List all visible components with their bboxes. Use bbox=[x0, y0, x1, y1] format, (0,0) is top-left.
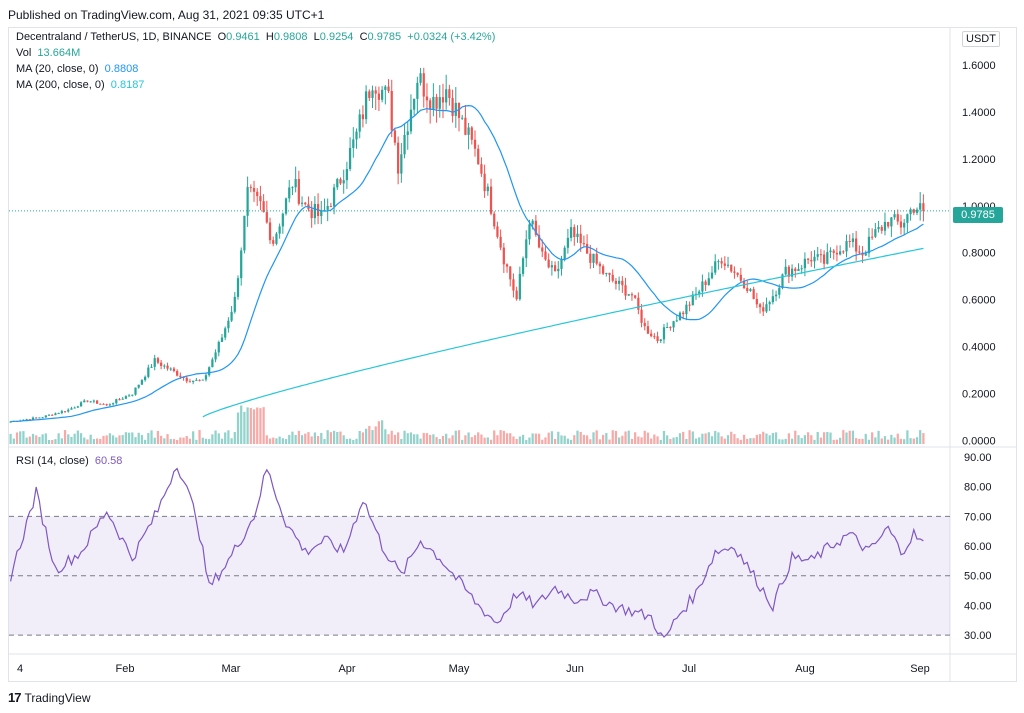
high-value: 0.9808 bbox=[273, 31, 308, 43]
ma200-legend[interactable]: MA (200, close, 0) 0.8187 bbox=[16, 79, 144, 91]
symbol-legend: Decentraland / TetherUS, 1D, BINANCE O0.… bbox=[16, 31, 495, 43]
ma200-value: 0.8187 bbox=[110, 79, 145, 91]
ma20-label: MA (20, close, 0) bbox=[16, 63, 99, 75]
rsi-label: RSI (14, close) bbox=[16, 455, 89, 467]
close-label: C bbox=[359, 31, 368, 43]
rsi-value: 60.58 bbox=[94, 455, 123, 467]
ma200-label: MA (200, close, 0) bbox=[16, 79, 105, 91]
tradingview-brand[interactable]: 17 TradingView bbox=[8, 690, 91, 705]
low-value: 0.9254 bbox=[319, 31, 354, 43]
brand-label: TradingView bbox=[24, 690, 91, 705]
currency-selector[interactable]: USDT bbox=[962, 31, 1000, 47]
rsi-legend[interactable]: RSI (14, close) 60.58 bbox=[16, 455, 122, 467]
symbol-name[interactable]: Decentraland / TetherUS, 1D, BINANCE bbox=[16, 31, 212, 43]
last-price-label: 0.9785 bbox=[953, 207, 1003, 223]
chart-frame bbox=[8, 27, 1017, 682]
open-value: 0.9461 bbox=[226, 31, 260, 43]
close-value: 0.9785 bbox=[367, 31, 402, 43]
low-label: L bbox=[313, 31, 320, 43]
open-label: O bbox=[217, 31, 227, 43]
volume-legend[interactable]: Vol 13.664M bbox=[16, 47, 80, 59]
volume-value: 13.664M bbox=[37, 47, 81, 59]
tradingview-logo-icon: 17 bbox=[8, 690, 22, 705]
ma20-value: 0.8808 bbox=[104, 63, 139, 75]
published-note: Published on TradingView.com, Aug 31, 20… bbox=[8, 8, 325, 22]
change-value: +0.0324 (+3.42%) bbox=[407, 31, 496, 43]
high-label: H bbox=[265, 31, 274, 43]
volume-label: Vol bbox=[16, 47, 32, 59]
ma20-legend[interactable]: MA (20, close, 0) 0.8808 bbox=[16, 63, 138, 75]
